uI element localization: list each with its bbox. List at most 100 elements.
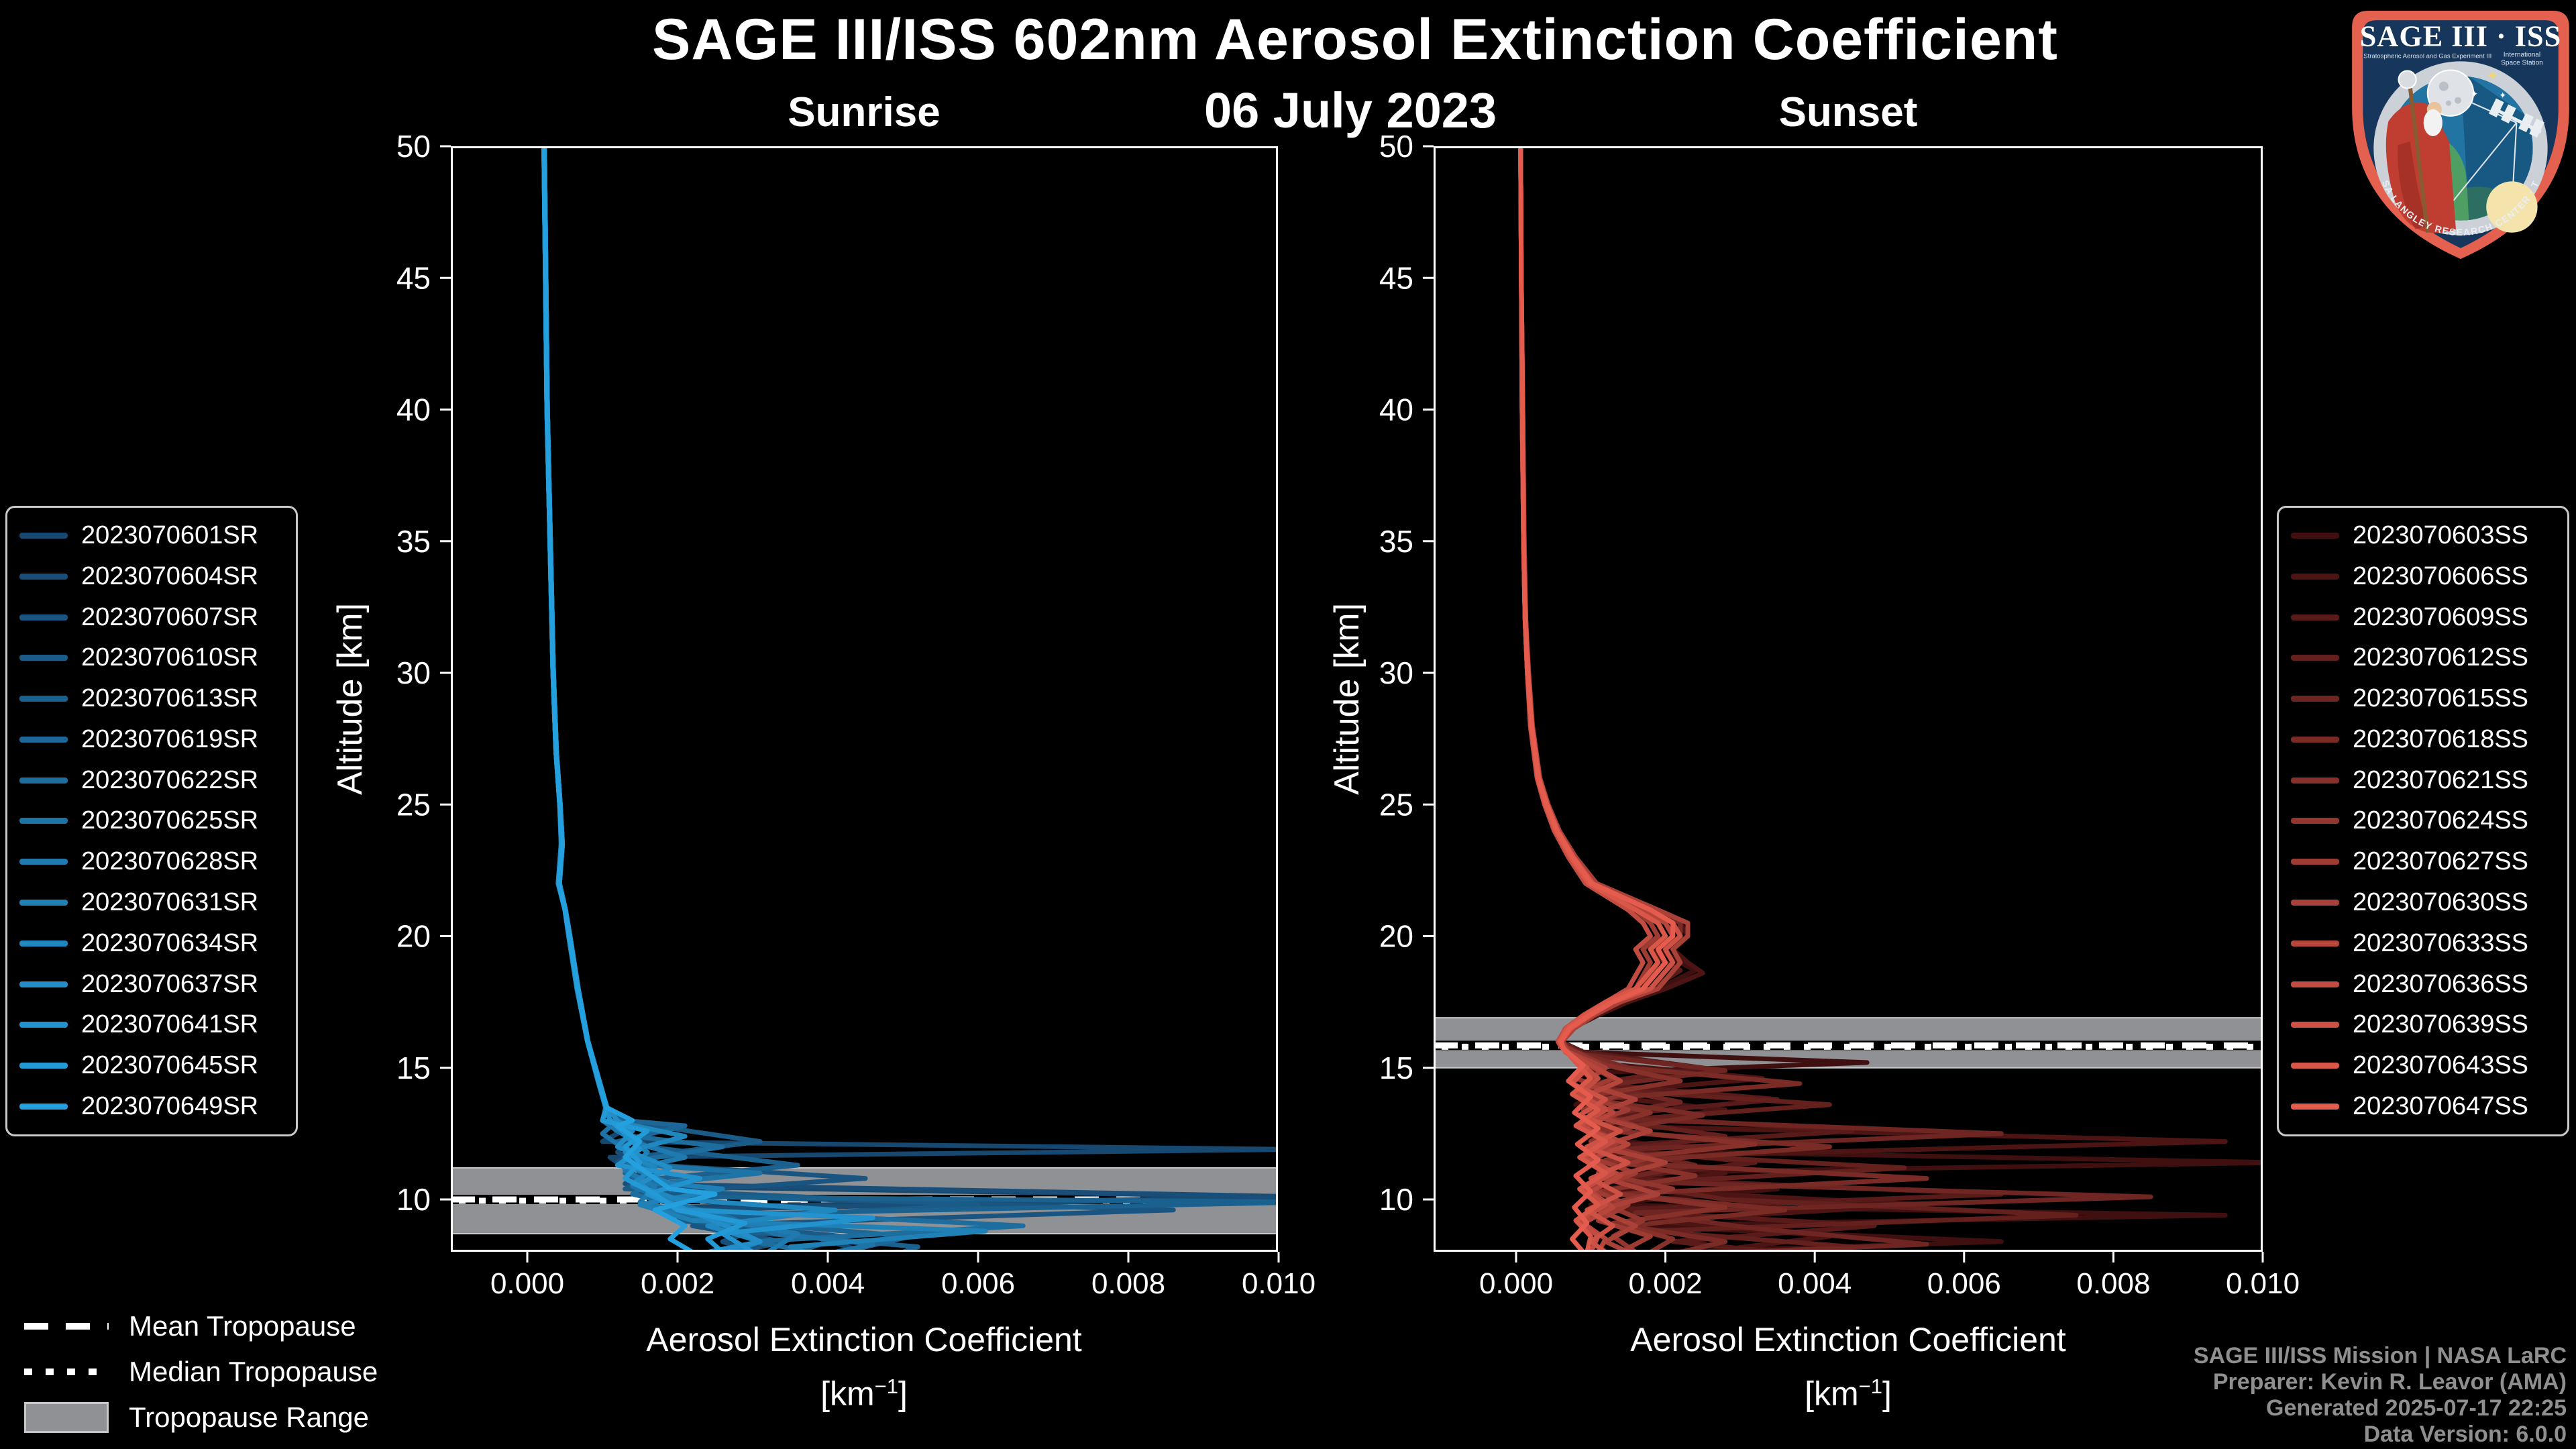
legend-item: 2023070630SS [2291,888,2555,917]
legend-item: 2023070618SS [2291,725,2555,754]
legend-label: 2023070607SR [81,602,259,631]
legend-item: 2023070628SR [19,847,284,876]
legend-line-swatch [19,1022,68,1028]
legend-item: 2023070603SS [2291,521,2555,550]
profile-line-2023070631SR [542,146,988,1252]
legend-item: 2023070606SS [2291,562,2555,591]
legend-line-swatch [2291,818,2339,824]
legend-label: Tropopause Range [129,1401,370,1433]
legend-item: 2023070633SS [2291,929,2555,958]
x-axis-label-text: Aerosol Extinction Coefficient [646,1321,1082,1358]
y-tick-label: 50 [1379,129,1413,164]
legend-item: 2023070641SR [19,1010,284,1039]
x-axis-label-sunset: Aerosol Extinction Coefficient [km−1] [1630,1316,2065,1417]
figure-title: SAGE III/ISS 602nm Aerosol Extinction Co… [652,7,2058,72]
dotted-line-icon [24,1368,109,1375]
legend-label: 2023070636SS [2353,969,2529,998]
patch-title: SAGE III · ISS [2360,19,2561,52]
legend-item: 2023070622SR [19,766,284,795]
legend-line-swatch [19,533,68,539]
legend-label: 2023070625SR [81,806,259,835]
legend-item: 2023070627SS [2291,847,2555,876]
legend-line-swatch [19,696,68,702]
profile-line-2023070613SR [541,146,1278,1252]
legend-line-swatch [2291,614,2339,621]
legend-label: 2023070612SS [2353,643,2529,672]
legend-item: 2023070621SS [2291,766,2555,795]
y-tick-label: 20 [396,919,431,954]
patch-subtitle-right-2: Space Station [2501,59,2543,66]
legend-item: 2023070612SS [2291,643,2555,672]
legend-item: 2023070625SR [19,806,284,835]
legend-line-swatch [19,818,68,824]
profile-line-2023070628SR [541,146,800,1252]
legend-sunset: 2023070603SS 2023070606SS 2023070609SS 2023… [2277,506,2569,1136]
legend-label: 2023070606SS [2353,561,2529,590]
legend-line-swatch [2291,859,2339,865]
dashed-line-icon [24,1323,109,1330]
profile-line-2023070601SR [541,146,1278,1252]
legend-line-swatch [19,900,68,906]
legend-label: 2023070610SR [81,643,259,672]
legend-line-swatch [19,1063,68,1069]
legend-line-swatch [2291,777,2339,784]
legend-label: 2023070618SS [2353,724,2529,753]
attribution-line: Generated 2025-07-17 22:25 [2266,1395,2567,1421]
legend-line-swatch [2291,940,2339,947]
legend-item-tropopause-range: Tropopause Range [24,1398,378,1437]
legend-line-swatch [19,1103,68,1110]
legend-line-swatch [19,655,68,661]
attribution-line: SAGE III/ISS Mission | NASA LaRC [2193,1343,2567,1368]
legend-label: 2023070639SS [2353,1010,2529,1039]
legend-item: 2023070607SR [19,603,284,632]
x-tick-label: 0.010 [2226,1267,2300,1300]
y-tick-label: 35 [396,524,431,559]
y-axis-label-sunrise: Altitude [km] [331,602,370,796]
legend-item: 2023070613SR [19,684,284,713]
y-tick-label: 30 [396,655,431,690]
legend-item-median-tropopause: Median Tropopause [24,1352,378,1391]
legend-label: 2023070624SS [2353,806,2529,835]
legend-label: 2023070628SR [81,847,259,876]
y-tick-label: 40 [396,392,431,427]
legend-label: 2023070649SR [81,1091,259,1120]
legend-label: 2023070603SS [2353,521,2529,549]
patch-subtitle-right-1: International [2504,51,2540,58]
sunset-plot: 0.000 0.002 0.004 0.006 0.008 0.010 50 45 40 35 30… [1379,129,2300,1300]
legend-label: Mean Tropopause [129,1310,356,1342]
legend-item: 2023070604SR [19,562,284,591]
legend-item: 2023070601SR [19,521,284,550]
legend-item: 2023070639SS [2291,1010,2555,1039]
panel-title-sunrise: Sunrise [788,89,941,136]
sun-icon [2486,181,2538,233]
legend-item: 2023070649SR [19,1092,284,1121]
patch-subtitle-left: Stratospheric Aerosol and Gas Experiment… [2363,52,2491,60]
y-tick-label: 50 [396,129,431,164]
x-tick-label: 0.002 [1629,1267,1703,1300]
legend-label: 2023070647SS [2353,1091,2529,1120]
plot-area [451,146,1278,1252]
attribution-block: SAGE III/ISS Mission | NASA LaRC Prepare… [2194,1343,2567,1448]
profile-line-2023070634SR [541,146,838,1252]
y-tick-label: 45 [396,260,431,295]
x-tick-label: 0.004 [1778,1267,1851,1300]
profile-line-2023070604SR [542,146,1278,1252]
x-tick-label: 0.002 [641,1267,714,1300]
legend-line-swatch [2291,1022,2339,1028]
legend-label: 2023070601SR [81,521,259,549]
legend-label: 2023070627SS [2353,847,2529,876]
legend-label: 2023070637SR [81,969,259,998]
legend-label: 2023070645SR [81,1051,259,1080]
y-tick-label: 15 [396,1051,431,1085]
legend-line-swatch [19,981,68,987]
legend-item: 2023070619SR [19,725,284,754]
legend-line-swatch [2291,573,2339,580]
legend-label: 2023070622SR [81,765,259,794]
legend-line-swatch [2291,696,2339,702]
profile-line-2023070647SS [1518,146,1676,1252]
legend-line-swatch [19,940,68,947]
legend-line-swatch [19,573,68,580]
star-icon: ✦ [2486,68,2499,85]
legend-label: 2023070641SR [81,1010,259,1039]
y-tick-label: 25 [396,787,431,822]
